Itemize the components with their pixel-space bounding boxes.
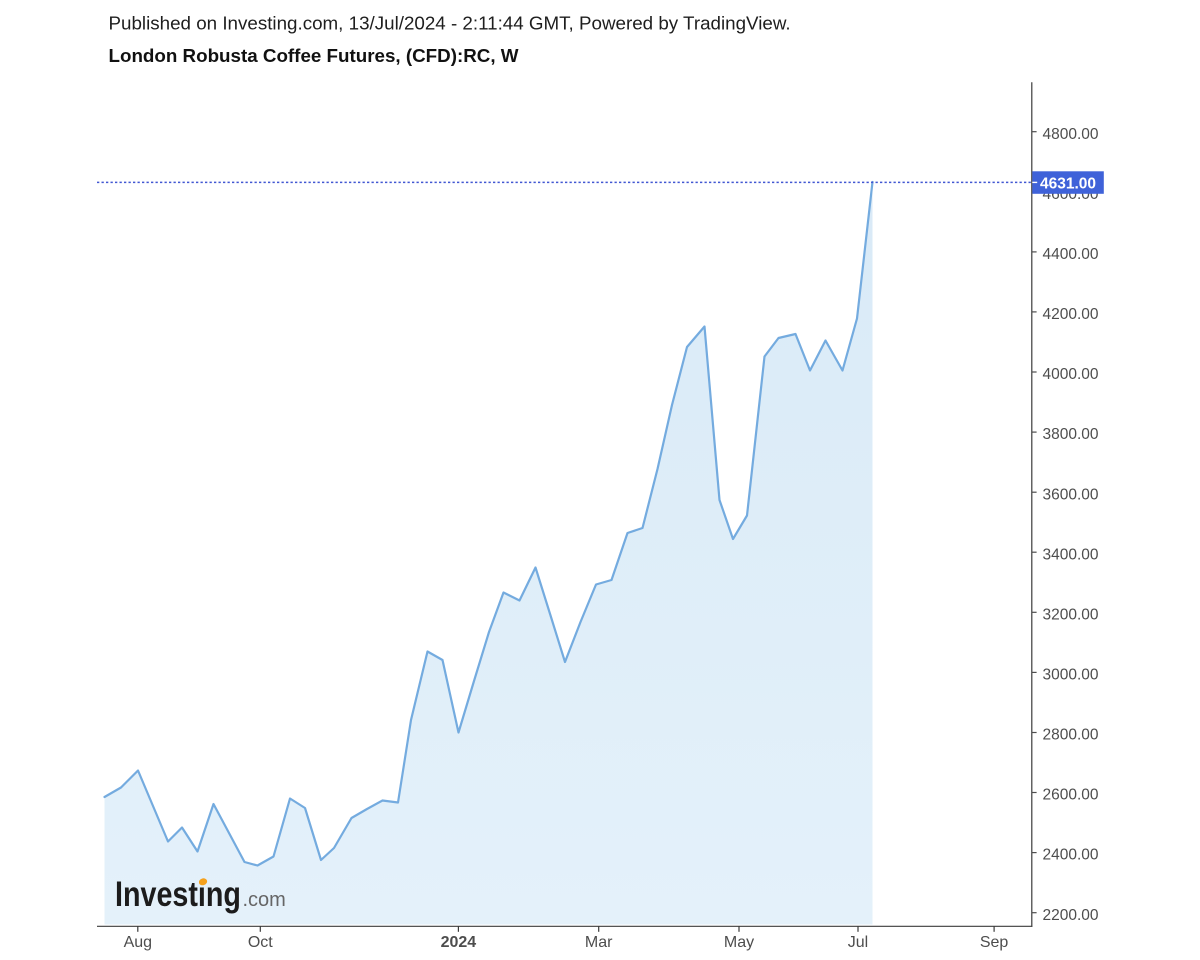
svg-text:3200.00: 3200.00 — [1043, 606, 1099, 623]
svg-text:.com: .com — [243, 889, 286, 911]
svg-text:4631.00: 4631.00 — [1040, 176, 1096, 193]
svg-text:4000.00: 4000.00 — [1043, 366, 1099, 383]
svg-text:London Robusta Coffee Futures,: London Robusta Coffee Futures, (CFD):RC,… — [109, 45, 519, 66]
svg-text:2200.00: 2200.00 — [1043, 907, 1099, 924]
svg-text:3800.00: 3800.00 — [1043, 426, 1099, 443]
svg-text:Published on Investing.com, 13: Published on Investing.com, 13/Jul/2024 … — [109, 13, 791, 34]
svg-text:Jul: Jul — [848, 934, 868, 951]
svg-text:4400.00: 4400.00 — [1043, 246, 1099, 263]
svg-text:2600.00: 2600.00 — [1043, 787, 1099, 804]
svg-text:4800.00: 4800.00 — [1043, 126, 1099, 143]
svg-text:3600.00: 3600.00 — [1043, 486, 1099, 503]
svg-text:2800.00: 2800.00 — [1043, 727, 1099, 744]
svg-text:3000.00: 3000.00 — [1043, 667, 1099, 684]
svg-text:Investıng: Investıng — [115, 874, 241, 913]
svg-text:2024: 2024 — [441, 934, 477, 951]
svg-text:3400.00: 3400.00 — [1043, 546, 1099, 563]
svg-text:4200.00: 4200.00 — [1043, 306, 1099, 323]
svg-text:Sep: Sep — [980, 934, 1009, 951]
svg-text:Oct: Oct — [248, 934, 273, 951]
svg-text:Aug: Aug — [124, 934, 152, 951]
svg-text:2400.00: 2400.00 — [1043, 847, 1099, 864]
svg-text:Mar: Mar — [585, 934, 613, 951]
svg-text:May: May — [724, 934, 754, 951]
